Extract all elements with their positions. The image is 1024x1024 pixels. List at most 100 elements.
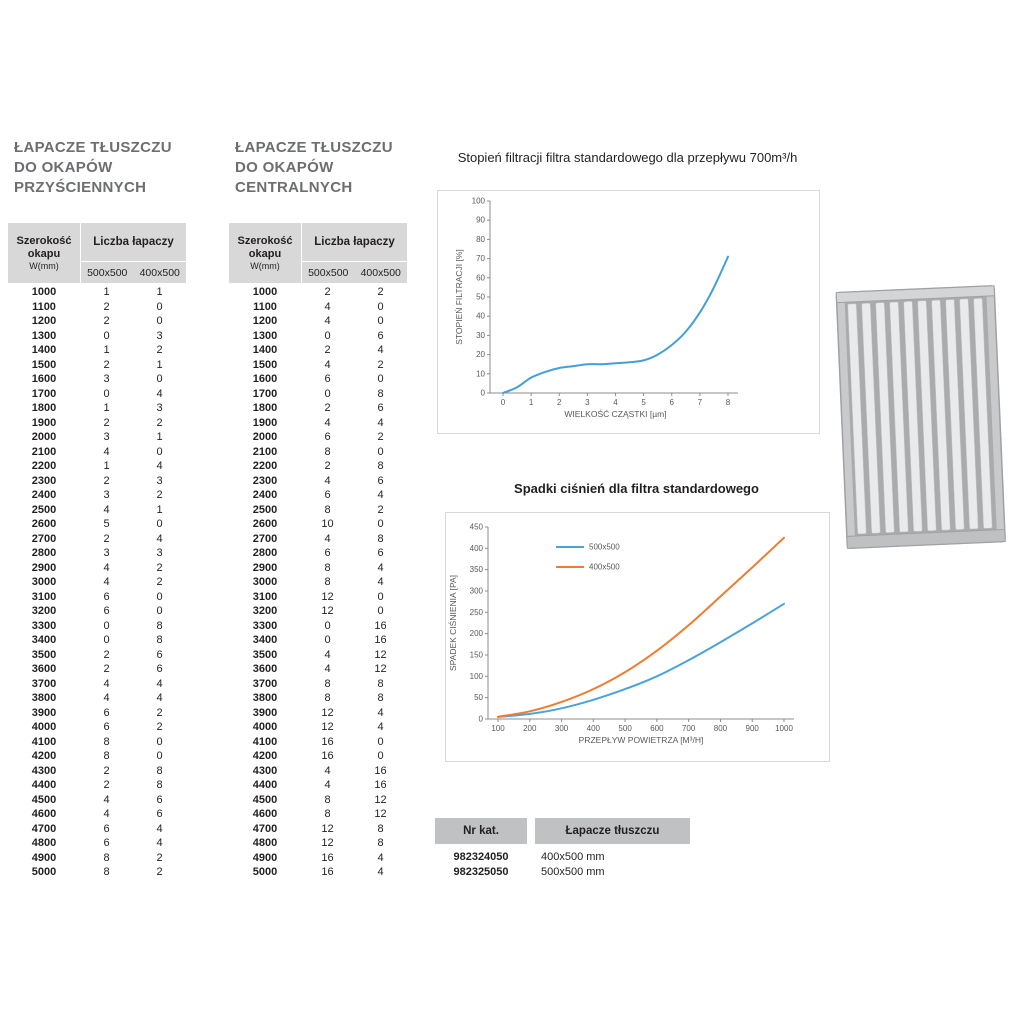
- filter-count-cell: 4: [103, 692, 110, 704]
- x-tick-label: 100: [491, 724, 505, 733]
- hood-width-cell: 3100: [31, 590, 57, 603]
- filter-count-cell: 4: [103, 808, 110, 820]
- catalog-row: 982325050 500x500 mm: [435, 865, 691, 880]
- y-tick-label: 50: [476, 293, 485, 302]
- filter-count-cell: 8: [324, 692, 331, 704]
- filter-top-rail: [835, 285, 996, 304]
- filter-count-cell: 2: [103, 358, 110, 371]
- table-row: 2100 4 0: [8, 445, 186, 460]
- y-tick-label: 100: [470, 672, 484, 681]
- table-row: 3000 8 4: [229, 575, 407, 590]
- x-tick-label: 1000: [775, 724, 793, 733]
- hood-width-cell: 2400: [31, 489, 57, 501]
- filter-count-cell: 8: [377, 837, 384, 849]
- filter-count-cell: 0: [103, 619, 110, 632]
- filter-count-cell: 8: [324, 808, 331, 820]
- filter-count-cell: 16: [374, 619, 387, 632]
- table-row: 3100 12 0: [229, 590, 407, 605]
- table-row: 2900 8 4: [229, 561, 407, 576]
- y-tick-label: 0: [479, 715, 484, 724]
- count-column-header: Liczba łapaczy: [302, 223, 407, 261]
- filter-illustration: [835, 285, 1006, 549]
- hood-width-cell: 4300: [31, 764, 57, 777]
- hood-width-cell: 3600: [31, 663, 57, 675]
- filter-count-cell: 4: [324, 474, 331, 487]
- filter-count-cell: 1: [156, 503, 163, 516]
- hood-width-cell: 2000: [31, 431, 57, 443]
- y-tick-label: 60: [476, 273, 485, 282]
- filter-count-cell: 6: [377, 547, 384, 559]
- table-row: 2700 2 4: [8, 532, 186, 547]
- table-row: 4400 4 16: [229, 778, 407, 793]
- filter-slat: [931, 299, 951, 531]
- table-row: 1200 2 0: [8, 314, 186, 329]
- x-tick-label: 3: [585, 398, 590, 407]
- table-row: 4800 6 4: [8, 836, 186, 851]
- filter-count-cell: 16: [321, 750, 334, 762]
- hood-width-cell: 2200: [252, 460, 278, 472]
- filter-count-cell: 2: [156, 561, 163, 574]
- table-row: 2600 5 0: [8, 517, 186, 532]
- filter-count-cell: 0: [324, 387, 331, 400]
- size-subheader-400x500: 400x500: [360, 266, 401, 279]
- filter-count-cell: 2: [324, 402, 331, 414]
- hood-width-cell: 4200: [31, 750, 57, 762]
- x-tick-label: 7: [698, 398, 703, 407]
- filter-count-cell: 8: [377, 692, 384, 704]
- filter-count-cell: 3: [156, 547, 163, 559]
- x-tick-label: 1: [529, 398, 534, 407]
- catalog-header-nr-kat: Nr kat.: [435, 818, 527, 844]
- filter-count-cell: 8: [324, 793, 331, 806]
- filter-count-cell: 8: [324, 503, 331, 516]
- hood-width-cell: 4000: [252, 721, 278, 733]
- catalog-header-row: Nr kat. Łapacze tłuszczu: [435, 818, 691, 844]
- filter-count-cell: 12: [321, 837, 334, 849]
- table-row: 3000 4 2: [8, 575, 186, 590]
- y-tick-label: 450: [470, 523, 484, 532]
- catalog-table: Nr kat. Łapacze tłuszczu 982324050 400x50…: [435, 818, 691, 880]
- table-row: 3400 0 8: [8, 633, 186, 648]
- filter-count-cell: 16: [374, 779, 387, 791]
- filter-count-cell: 12: [321, 590, 334, 603]
- hood-width-cell: 3200: [252, 605, 278, 617]
- hood-width-cell: 5000: [31, 866, 57, 878]
- filter-count-cell: 4: [324, 532, 331, 545]
- table-row: 2200 2 8: [229, 459, 407, 474]
- table-header: Szerokość okapu W(mm) Liczba łapaczy 500…: [229, 223, 407, 283]
- pressure-chart-title: Spadki ciśnień dla filtra standardowego: [514, 481, 759, 496]
- table-row: 3200 6 0: [8, 604, 186, 619]
- table-row: 4400 2 8: [8, 778, 186, 793]
- hood-width-cell: 2100: [252, 445, 278, 458]
- x-tick-label: 4: [613, 398, 618, 407]
- filter-count-cell: 4: [377, 416, 384, 429]
- hood-width-cell: 3400: [31, 634, 57, 646]
- table-row: 3400 0 16: [229, 633, 407, 648]
- filter-count-cell: 8: [324, 576, 331, 588]
- table-row: 5000 8 2: [8, 865, 186, 880]
- hood-width-cell: 4900: [31, 851, 57, 864]
- filter-count-cell: 8: [103, 866, 110, 878]
- pressure-chart-figure: 0 50 100 150 200 250 300 350 400 450 100 200 300 400 5…: [445, 512, 830, 762]
- table-header: Szerokość okapu W(mm) Liczba łapaczy 500…: [8, 223, 186, 283]
- filter-count-cell: 0: [324, 619, 331, 632]
- table-row: 1100 2 0: [8, 300, 186, 315]
- size-subheader-500x500: 500x500: [308, 266, 349, 279]
- table-body: 1000 1 1 1100 2 0 1200 2 0 1300 0 3 1400 1 2 1500 2 1 1600…: [8, 285, 186, 880]
- filter-count-cell: 2: [324, 460, 331, 472]
- hood-width-cell: 4300: [252, 764, 278, 777]
- filter-count-cell: 8: [324, 445, 331, 458]
- filtration-chart-title: Stopień filtracji filtra standardowego d…: [457, 150, 798, 165]
- filter-count-cell: 4: [324, 663, 331, 675]
- y-tick-label: 400: [470, 544, 484, 553]
- hood-width-cell: 1200: [31, 315, 57, 327]
- hood-width-cell: 3400: [252, 634, 278, 646]
- filter-count-cell: 2: [377, 503, 384, 516]
- filter-count-cell: 2: [377, 286, 384, 298]
- filter-count-cell: 3: [103, 489, 110, 501]
- filter-count-cell: 2: [377, 358, 384, 371]
- filter-count-cell: 2: [103, 315, 110, 327]
- x-axis-label: PRZEPŁYW POWIETRZA [M³/H]: [579, 735, 704, 745]
- filter-bottom-rail: [846, 528, 1006, 549]
- hood-width-cell: 1000: [31, 286, 57, 298]
- hood-width-cell: 2000: [252, 431, 278, 443]
